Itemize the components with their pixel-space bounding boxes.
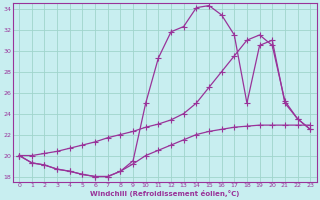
X-axis label: Windchill (Refroidissement éolien,°C): Windchill (Refroidissement éolien,°C) [90, 190, 239, 197]
